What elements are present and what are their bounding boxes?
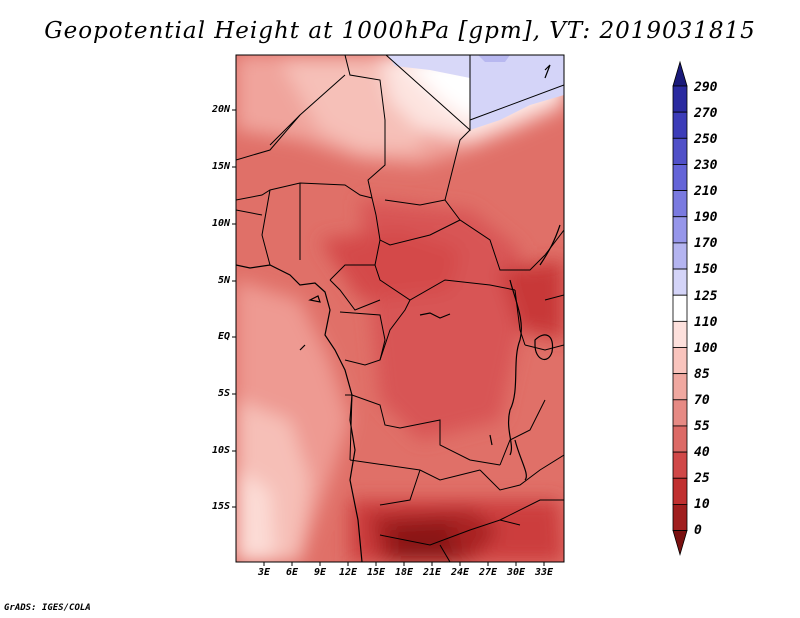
colorbar-label-270: 270	[694, 106, 718, 121]
coastlines	[236, 64, 561, 562]
lat-label-10n: 10N	[211, 218, 230, 229]
lon-label-33e: 33E	[534, 567, 554, 578]
colorbar-box	[672, 85, 688, 113]
lon-label-3e: 3E	[257, 567, 271, 578]
colorbar	[672, 60, 688, 556]
lat-label-20n: 20N	[211, 104, 230, 115]
colorbar-label-55: 55	[694, 419, 710, 434]
lon-label-27e: 27E	[478, 567, 498, 578]
colorbar-box	[672, 164, 688, 191]
colorbar-label-100: 100	[694, 341, 718, 356]
colorbar-box	[672, 425, 688, 453]
lat-label-15s: 15S	[211, 501, 230, 512]
colorbar-box	[672, 347, 688, 375]
colorbar-label-170: 170	[694, 236, 718, 251]
colorbar-box	[672, 111, 688, 139]
lat-label-5s: 5S	[217, 388, 230, 399]
colorbar-label-210: 210	[694, 184, 718, 199]
colorbar-label-10: 10	[694, 497, 710, 512]
lon-label-30e: 30E	[506, 567, 526, 578]
lat-label-10s: 10S	[211, 445, 230, 456]
colorbar-label-250: 250	[694, 132, 718, 147]
lon-label-9e: 9E	[313, 567, 327, 578]
lon-ticks	[263, 562, 545, 566]
lon-label-6e: 6E	[285, 567, 299, 578]
colorbar-label-150: 150	[694, 262, 718, 277]
country-borders	[236, 55, 564, 562]
colorbar-label-125: 125	[694, 289, 718, 304]
lon-label-24e: 24E	[450, 567, 470, 578]
colorbar-box	[672, 294, 688, 322]
lon-label-12e: 12E	[338, 567, 358, 578]
colorbar-top-arrow	[672, 60, 688, 87]
colorbar-box	[672, 320, 688, 348]
lat-label-5n: 5N	[217, 275, 230, 286]
lat-label-eq: EQ	[217, 331, 230, 342]
colorbar-label-190: 190	[694, 210, 718, 225]
colorbar-label-70: 70	[694, 393, 710, 408]
colorbar-box	[672, 268, 688, 296]
lon-label-15e: 15E	[366, 567, 386, 578]
colorbar-bottom-arrow	[672, 530, 688, 556]
colorbar-label-0: 0	[694, 523, 702, 538]
lon-label-18e: 18E	[394, 567, 414, 578]
colorbar-box	[672, 399, 688, 427]
colorbar-box	[672, 242, 688, 270]
colorbar-box	[672, 373, 688, 401]
colorbar-label-25: 25	[694, 471, 710, 486]
colorbar-box	[672, 451, 688, 479]
lon-label-21e: 21E	[422, 567, 442, 578]
colorbar-label-230: 230	[694, 158, 718, 173]
colorbar-box	[672, 137, 688, 165]
colorbar-box	[672, 477, 688, 505]
colorbar-label-290: 290	[694, 80, 718, 95]
colorbar-label-110: 110	[694, 315, 718, 330]
lat-ticks	[232, 109, 236, 508]
colorbar-box	[672, 503, 688, 531]
lat-label-15n: 15N	[211, 161, 230, 172]
map-frame	[235, 54, 565, 563]
colorbar-label-40: 40	[694, 445, 710, 460]
colorbar-box	[672, 216, 688, 244]
map-title: Geopotential Height at 1000hPa [gpm], VT…	[44, 18, 756, 44]
colorbar-box	[672, 190, 688, 218]
credit-text: GrADS: IGES/COLA	[4, 603, 91, 613]
colorbar-label-85: 85	[694, 367, 710, 382]
